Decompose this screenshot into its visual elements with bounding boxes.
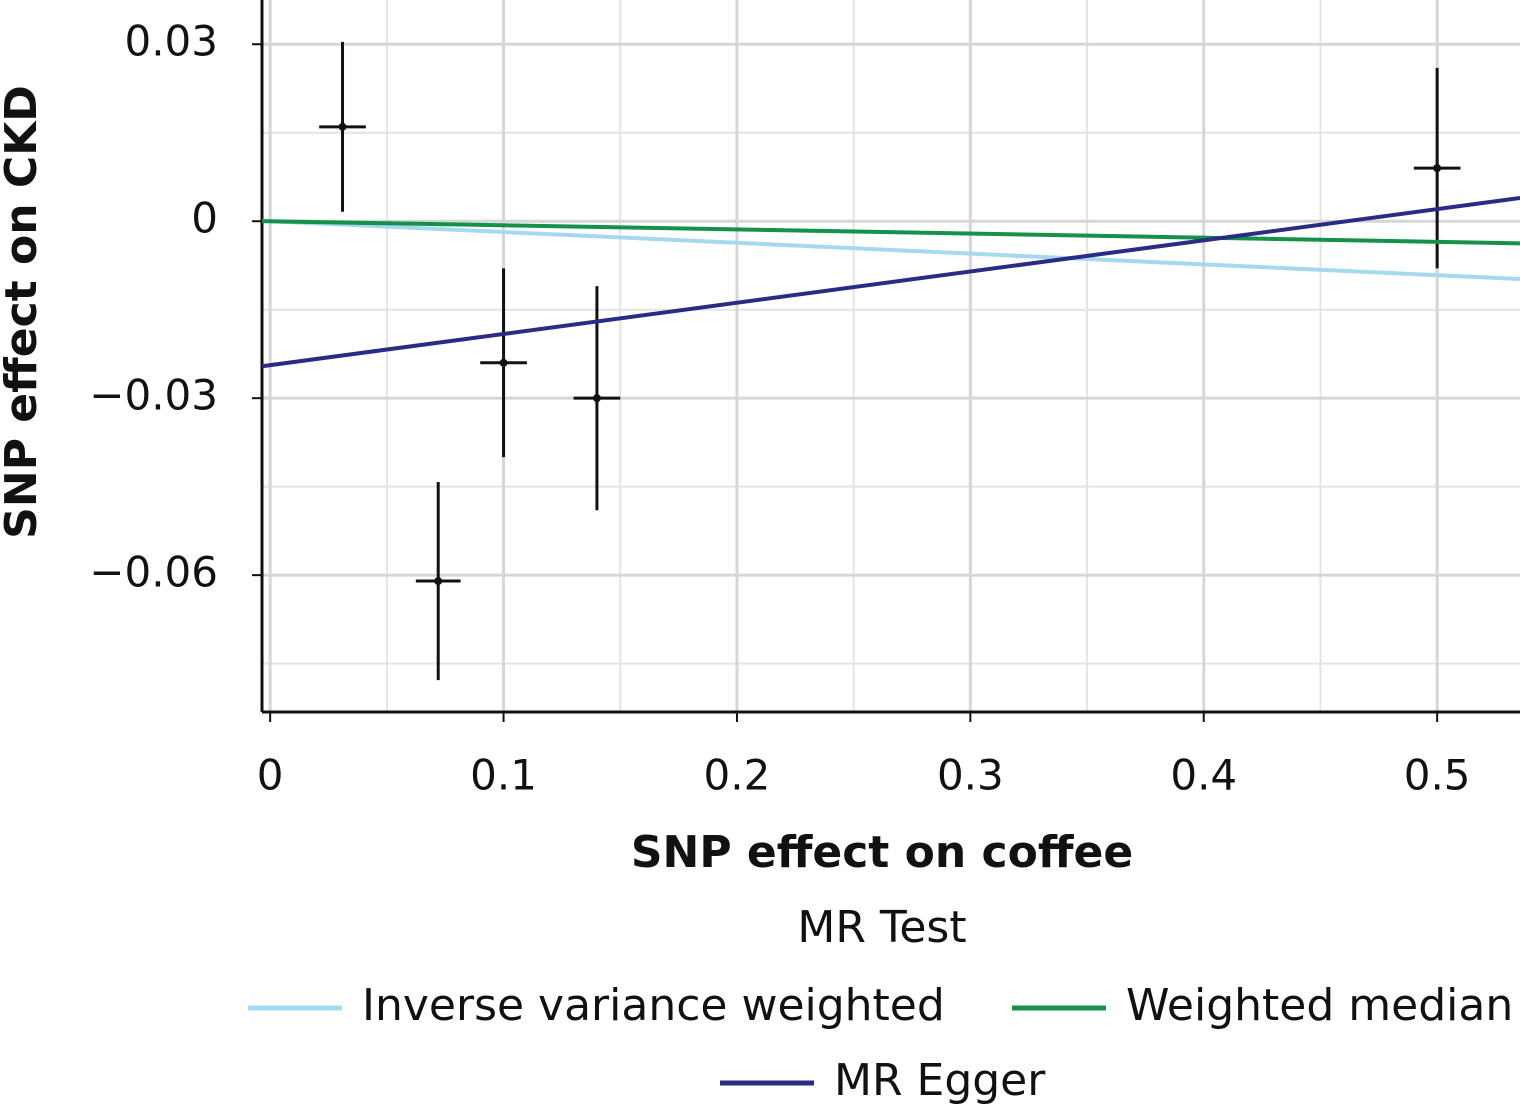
y-tick-label: −0.03: [89, 371, 218, 420]
x-tick-label: 0.4: [1170, 751, 1237, 800]
x-tick-label: 0.2: [704, 751, 771, 800]
y-tick-label: −0.06: [89, 548, 218, 597]
y-tick-label: 0.03: [124, 17, 218, 66]
y-tick-label: 0: [191, 194, 218, 243]
legend-label: Weighted median: [1126, 980, 1513, 1031]
x-tick-label: 0.1: [470, 751, 537, 800]
legend-label: Inverse variance weighted: [362, 980, 945, 1031]
point: [338, 122, 347, 131]
point: [592, 394, 601, 403]
y-axis-title: SNP effect on CKD: [0, 85, 47, 539]
x-tick-label: 0: [257, 751, 284, 800]
point: [499, 358, 508, 367]
point: [1433, 164, 1442, 173]
point: [434, 577, 443, 586]
fit-line: [261, 218, 1520, 282]
legend-label: MR Egger: [834, 1055, 1046, 1106]
x-tick-label: 0.5: [1404, 751, 1471, 800]
x-axis-title: SNP effect on coffee: [631, 827, 1133, 878]
fit-line: [261, 196, 1520, 369]
fit-line: [261, 219, 1520, 246]
x-tick-label: 0.3: [937, 751, 1004, 800]
legend-title: MR Test: [797, 902, 966, 953]
